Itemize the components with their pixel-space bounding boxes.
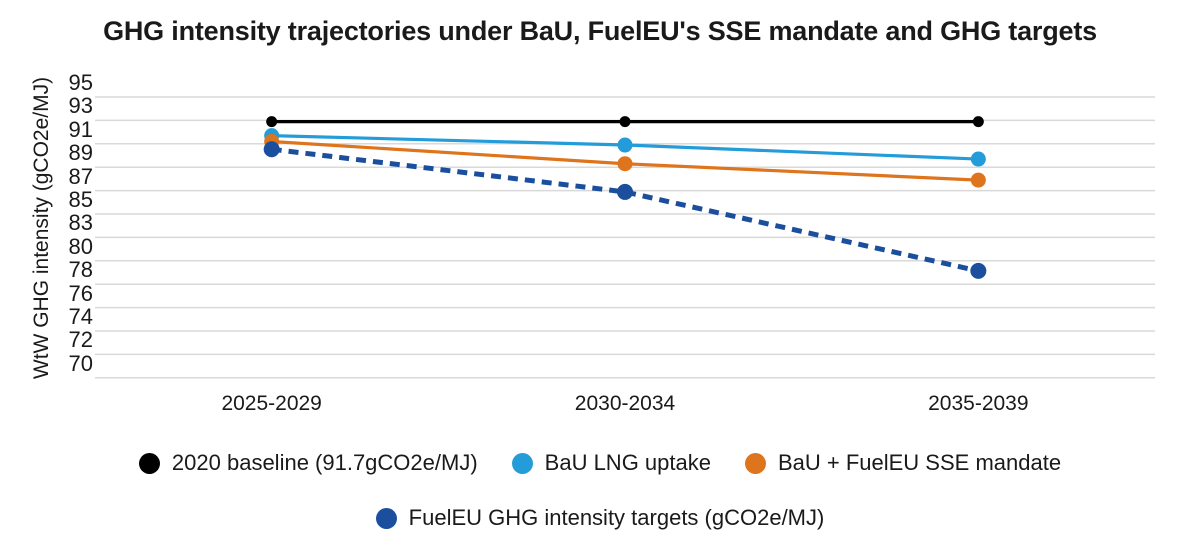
chart-title: GHG intensity trajectories under BaU, Fu… [103, 16, 1097, 46]
data-point [617, 183, 633, 200]
data-point [970, 172, 986, 188]
x-axis-label: 2025-2029 [221, 392, 322, 415]
y-tick-label: 85 [68, 187, 93, 212]
data-point [617, 137, 633, 153]
plot-svg [95, 96, 1155, 379]
series-line-3 [271, 146, 979, 274]
legend-dot-icon [375, 507, 397, 529]
y-tick-label: 93 [68, 93, 93, 119]
y-tick-label: 70 [68, 350, 93, 376]
legend-item: BaU LNG uptake [511, 450, 711, 476]
y-tick-label: 87 [68, 163, 93, 189]
legend-label: FuelEU GHG intensity targets (gCO2e/MJ) [408, 505, 825, 530]
data-point [970, 262, 987, 279]
y-tick-label: 80 [68, 233, 93, 259]
legend-label: 2020 baseline (91.7gCO2e/MJ) [171, 450, 478, 475]
legend-row-2: FuelEU GHG intensity targets (gCO2e/MJ) [0, 505, 1200, 531]
legend-item: 2020 baseline (91.7gCO2e/MJ) [138, 450, 478, 476]
legend-row-1: 2020 baseline (91.7gCO2e/MJ) BaU LNG upta… [0, 450, 1200, 476]
y-tick-label: 83 [68, 210, 93, 236]
y-tick-label: 78 [68, 257, 93, 283]
data-point [266, 116, 278, 128]
y-tick-label: 95 [68, 70, 93, 95]
legend-dot-icon [138, 452, 160, 474]
legend-item: FuelEU GHG intensity targets (gCO2e/MJ) [375, 505, 825, 531]
x-axis-label: 2035-2039 [928, 392, 1029, 415]
data-point [619, 116, 631, 128]
x-axis-label: 2030-2034 [574, 392, 676, 415]
legend-item: BaU + FuelEU SSE mandate [744, 450, 1062, 476]
y-tick-label: 72 [68, 327, 93, 353]
legend-label: BaU LNG uptake [544, 450, 711, 475]
data-point [617, 156, 633, 172]
y-tick-label: 74 [68, 304, 93, 329]
y-axis-tick-labels: 95 93 91 89 87 85 83 80 78 76 74 72 70 [0, 0, 93, 430]
data-point [970, 151, 986, 167]
y-tick-label: 76 [68, 280, 93, 306]
y-tick-label: 89 [68, 140, 93, 166]
legend-dot-icon [511, 452, 533, 474]
y-tick-label: 91 [68, 116, 93, 142]
legend-label: BaU + FuelEU SSE mandate [777, 450, 1062, 475]
data-point [972, 116, 984, 128]
data-point [263, 141, 280, 158]
legend-dot-icon [744, 452, 766, 474]
